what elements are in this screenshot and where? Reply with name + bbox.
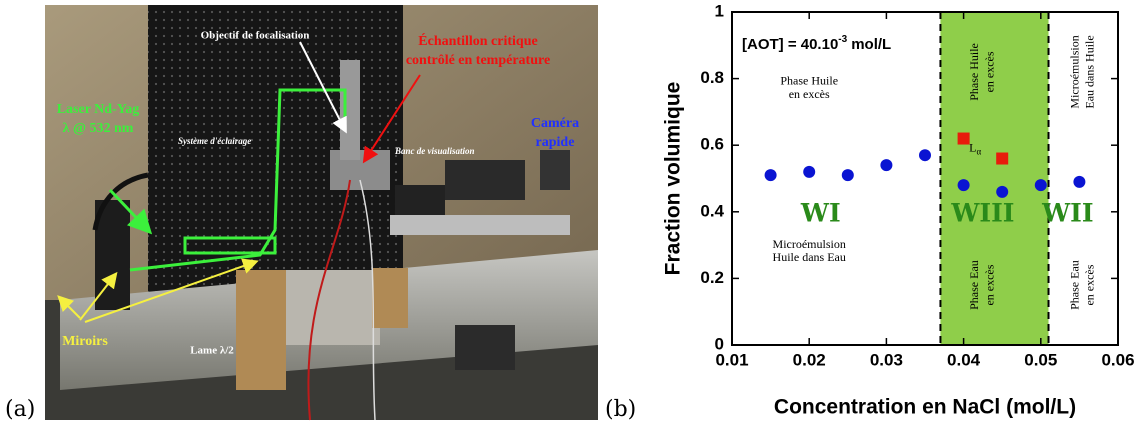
figure: Objectif de focalisation Échantillon cri…: [0, 0, 1135, 429]
region-note: Phase Huile: [967, 43, 981, 101]
point: [1073, 176, 1085, 188]
region-note: en excès: [1083, 264, 1097, 305]
y-tick-label: 0: [715, 334, 724, 353]
region-note: Phase Eau: [1067, 260, 1081, 310]
phase-label: WIII: [950, 199, 1014, 228]
region-note: en excès: [789, 87, 830, 101]
point: [958, 133, 970, 145]
y-tick-label: 0.4: [700, 201, 724, 220]
y-tick-label: 1: [715, 1, 724, 20]
annotation: Lame λ/2: [190, 345, 234, 357]
x-tick-label: 0.06: [1101, 350, 1134, 369]
annotation: Échantillon critique: [418, 32, 537, 49]
point: [1035, 179, 1047, 191]
phase-label: WI: [800, 199, 841, 228]
note-unit: mol/L: [851, 36, 891, 53]
annotation: Caméra: [531, 116, 579, 131]
lamellar-text: L: [969, 140, 976, 154]
annotation: Miroirs: [62, 334, 108, 349]
region-note: Phase Eau: [967, 260, 981, 310]
x-tick-label: 0.02: [793, 350, 826, 369]
point: [919, 149, 931, 161]
point: [958, 179, 970, 191]
point: [803, 166, 815, 178]
annotation: Laser Nd-Yag: [57, 102, 140, 117]
concentration-note: [AOT] = 40.10-3 mol/L: [742, 34, 891, 53]
panel-label: (b): [605, 397, 636, 422]
region-note: Huile dans Eau: [773, 250, 846, 264]
x-tick-label: 0.05: [1024, 350, 1057, 369]
point: [880, 159, 892, 171]
point: [996, 153, 1008, 165]
x-tick-label: 0.04: [947, 350, 981, 369]
region-note: en excès: [982, 51, 996, 92]
note-text: [AOT] = 40.10: [742, 36, 838, 53]
y-tick-label: 0.8: [700, 68, 724, 87]
x-axis-label: Concentration en NaCl (mol/L): [774, 396, 1076, 419]
point: [842, 169, 854, 181]
x-tick-label: 0.03: [870, 350, 903, 369]
region-note: Phase Huile: [780, 74, 838, 88]
phase-label: WII: [1041, 199, 1093, 228]
point: [765, 169, 777, 181]
y-tick-label: 0.2: [700, 268, 724, 287]
y-tick-label: 0.6: [700, 135, 724, 154]
panel-label: (a): [5, 397, 35, 422]
plot-frame: [732, 12, 1118, 345]
annotation: Banc de visualisation: [394, 146, 475, 156]
lamellar-subscript: α: [976, 147, 981, 157]
y-axis-label: Fraction volumique: [662, 82, 685, 276]
region-note: Eau dans Huile: [1083, 35, 1097, 108]
region-note: Microémulsion: [773, 237, 846, 251]
point: [996, 186, 1008, 198]
annotation: λ @ 532 nm: [63, 121, 134, 136]
region-note: Microémulsion: [1067, 35, 1081, 108]
region-note: en excès: [982, 264, 996, 305]
annotation: Objectif de focalisation: [201, 30, 310, 42]
annotation: rapide: [536, 135, 575, 150]
annotation: contrôlé en température: [406, 53, 550, 68]
annotation: Système d'éclairage: [178, 136, 251, 146]
note-exponent: -3: [838, 34, 847, 45]
